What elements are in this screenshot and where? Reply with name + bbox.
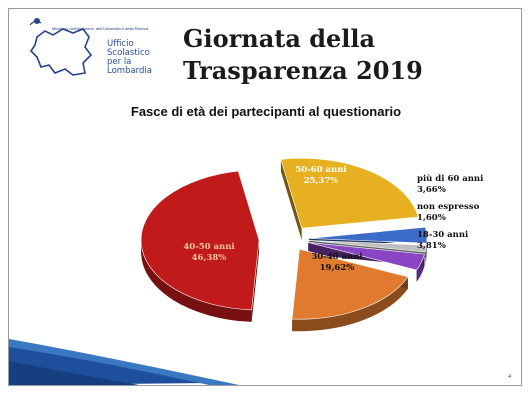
pie-slice-pi-di-60-anni xyxy=(308,226,428,244)
pie-slice-18-30-anni xyxy=(308,242,425,271)
slice-label-50-60-anni: 50-60 anni xyxy=(295,165,347,175)
pie-edge-50-60-anni xyxy=(280,159,302,241)
slice-label-pi-di-60-anni: più di 60 anni xyxy=(417,173,484,184)
pie-side-30-40-anni xyxy=(292,276,408,332)
slice-value-30-40-anni: 19,62% xyxy=(320,263,355,273)
slide-title: Giornata della Trasparenza 2019 xyxy=(183,24,423,85)
slice-label-non-espresso: non espresso xyxy=(417,202,480,212)
slice-value-50-60-anni: 25,37% xyxy=(304,176,339,186)
chart-title: Fasce di età dei partecipanti al questio… xyxy=(130,104,402,119)
slice-label-18-30-anni: 18-30 anni xyxy=(417,230,469,240)
ufficio-scolastico-logo: Ministero dell'Istruzione, dell'Universi… xyxy=(25,17,175,87)
pie-slice-non-espresso xyxy=(308,240,427,253)
decorative-swoosh xyxy=(9,339,239,385)
pie-edge-40-50-anni xyxy=(251,240,260,322)
pie-slice-40-50-anni xyxy=(140,170,260,311)
slice-label-40-50-anni: 40-50 anni xyxy=(183,242,235,252)
slice-value-non-espresso: 1,60% xyxy=(417,213,446,223)
slice-value-18-30-anni: 3,81% xyxy=(417,241,446,251)
slide: Ministero dell'Istruzione, dell'Universi… xyxy=(8,8,522,386)
pie-slice-50-60-anni xyxy=(280,157,419,229)
slice-label-30-40-anni: 30-40 anni xyxy=(311,252,363,262)
office-name: Ufficio Scolastico per la Lombardia xyxy=(107,39,152,76)
ministry-caption: Ministero dell'Istruzione, dell'Universi… xyxy=(52,26,149,31)
pie-slice-30-40-anni xyxy=(291,248,409,320)
slice-value-40-50-anni: 46,38% xyxy=(192,253,227,263)
lombardia-map-icon xyxy=(29,18,93,76)
page-number: 4 xyxy=(508,374,511,380)
slice-value-pi-di-60-anni: 3,66% xyxy=(417,185,446,195)
